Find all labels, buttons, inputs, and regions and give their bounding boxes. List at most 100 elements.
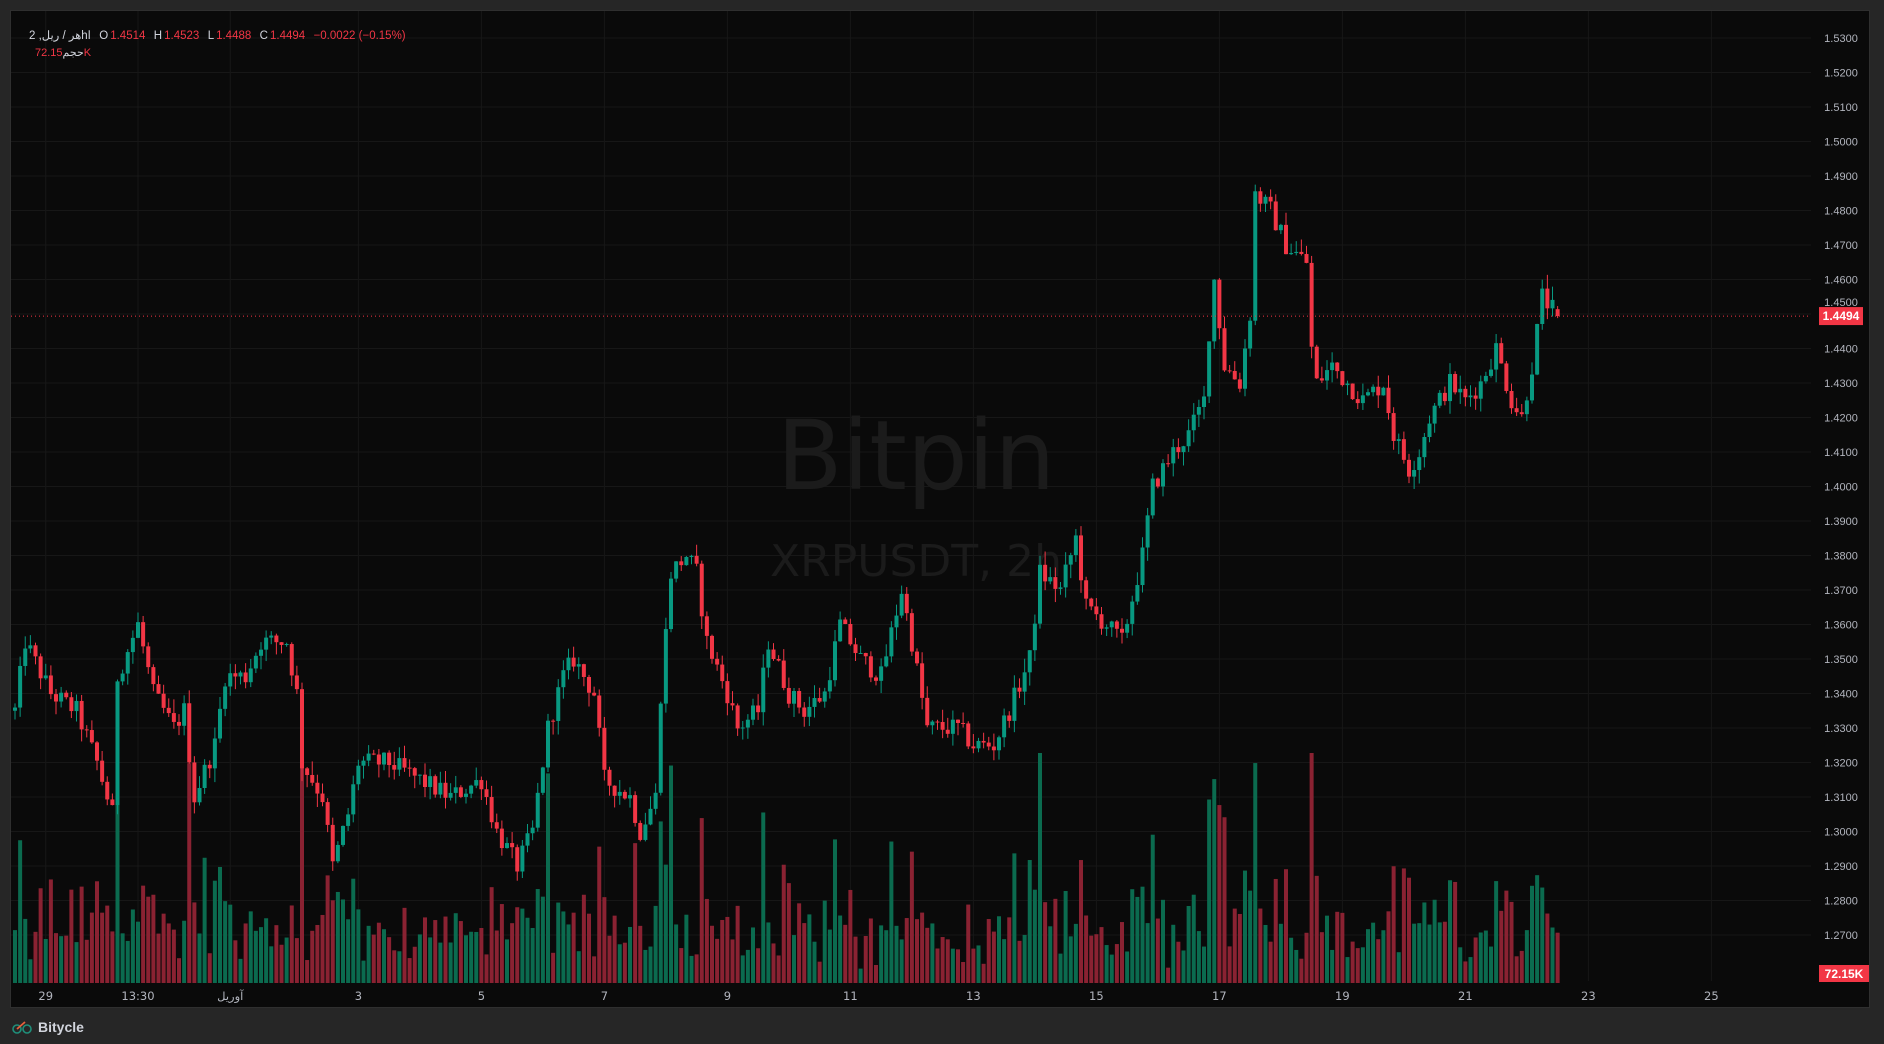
- candle-body: [1468, 395, 1473, 398]
- volume-bar: [971, 948, 976, 983]
- candle-body: [679, 561, 684, 566]
- volume-bar: [79, 886, 84, 983]
- candle-body: [110, 799, 115, 806]
- volume-bar: [43, 938, 48, 983]
- candle-body: [1309, 262, 1314, 347]
- volume-bar: [1202, 946, 1206, 983]
- volume-bar: [279, 944, 284, 983]
- volume-bar: [633, 843, 638, 983]
- volume-bar: [1304, 932, 1309, 983]
- candle-body: [1191, 414, 1196, 431]
- volume-bar: [300, 753, 304, 983]
- candle-body: [38, 656, 43, 679]
- candle-body: [335, 844, 340, 862]
- time-tick-label: 13: [966, 989, 981, 1003]
- volume-bar: [130, 909, 135, 983]
- volume-bar: [986, 919, 991, 983]
- candle-body: [484, 789, 489, 798]
- volume-bar: [684, 914, 689, 983]
- candle-body: [1217, 279, 1222, 329]
- candle-body: [986, 742, 991, 747]
- candle-body: [535, 792, 540, 828]
- volume-bar: [397, 951, 402, 983]
- price-tick-label: 1.3600: [1824, 620, 1858, 632]
- price-tick-label: 1.3900: [1824, 516, 1858, 528]
- volume-bar: [1222, 817, 1227, 983]
- candle-body: [89, 730, 94, 743]
- volume-bar: [1535, 875, 1540, 983]
- candle-body: [274, 635, 279, 643]
- volume-bar: [443, 916, 448, 983]
- candle-body: [325, 802, 330, 825]
- candle-body: [1499, 343, 1504, 364]
- candle-body: [136, 622, 140, 638]
- chart-panel[interactable]: Bitpin XRPUSDT, 2h 1.5300 1.5200 1.5100 1.500…: [10, 10, 1870, 1008]
- candle-body: [1417, 457, 1422, 471]
- time-tick-label: 23: [1581, 989, 1596, 1003]
- watermark-brand: Bitpin: [777, 400, 1056, 512]
- volume-bar: [884, 930, 889, 983]
- volume-bar: [438, 942, 443, 983]
- volume-bar: [950, 948, 955, 983]
- volume-bar: [1319, 932, 1324, 983]
- candle-body: [1524, 400, 1529, 415]
- last-price-badge: [1819, 307, 1863, 326]
- volume-bar: [535, 889, 540, 983]
- volume-bar: [1530, 885, 1534, 983]
- candle-body: [802, 707, 807, 717]
- volume-bar: [412, 946, 417, 983]
- candle-body: [1545, 288, 1550, 309]
- candle-body: [909, 613, 914, 652]
- volume-bar: [1325, 915, 1329, 983]
- candle-body: [177, 721, 181, 726]
- candle-body: [192, 762, 197, 803]
- high-value: 1.4523: [164, 30, 200, 42]
- volume-bar: [428, 937, 433, 983]
- price-tick-label: 1.3100: [1824, 792, 1858, 804]
- candle-body: [950, 719, 955, 734]
- candle-body: [1212, 279, 1217, 342]
- volume-bar: [479, 928, 484, 983]
- candle-body: [771, 649, 776, 659]
- volume-bar: [515, 907, 520, 983]
- volume-bar: [1248, 890, 1253, 983]
- candle-body: [505, 843, 509, 849]
- candle-body: [971, 746, 976, 749]
- volume-bar: [1504, 890, 1509, 983]
- candle-body: [1555, 309, 1560, 317]
- candle-body: [997, 737, 1001, 751]
- candle-body: [489, 797, 494, 823]
- volume-bar: [1289, 937, 1294, 983]
- volume-bar: [1068, 936, 1073, 983]
- footer-brand[interactable]: Bitycle: [12, 1016, 84, 1038]
- volume-bar: [1483, 930, 1488, 983]
- candle-body: [991, 746, 996, 751]
- volume-bar: [1330, 949, 1335, 983]
- volume-bar: [1232, 908, 1237, 983]
- time-tick-label: 5: [478, 989, 485, 1003]
- high-label: H: [153, 30, 163, 42]
- volume-bar: [991, 931, 996, 983]
- volume-bar: [551, 952, 556, 983]
- volume-bar: [1109, 954, 1114, 983]
- candle-body: [1550, 299, 1555, 309]
- candle-body: [351, 784, 356, 815]
- volume-bar: [218, 866, 222, 983]
- volume-bar: [305, 960, 310, 983]
- candle-body: [458, 787, 463, 797]
- volume-bar: [1273, 878, 1278, 983]
- price-chart[interactable]: Bitpin XRPUSDT, 2h 1.5300 1.5200 1.5100 1.500…: [11, 11, 1871, 1009]
- candle-body: [197, 788, 202, 803]
- candle-body: [1038, 564, 1042, 624]
- candle-body: [853, 644, 858, 654]
- symbol-interval[interactable]: 2 ,هر / ریلhا: [29, 30, 91, 42]
- candle-body: [1237, 379, 1242, 389]
- candle-body: [1504, 363, 1509, 391]
- candle-body: [402, 758, 407, 768]
- volume-bar: [228, 904, 233, 983]
- candle-body: [781, 660, 786, 688]
- candle-body: [105, 781, 110, 800]
- candle-body: [330, 824, 335, 862]
- volume-bar: [1171, 924, 1176, 983]
- candle-body: [115, 681, 120, 806]
